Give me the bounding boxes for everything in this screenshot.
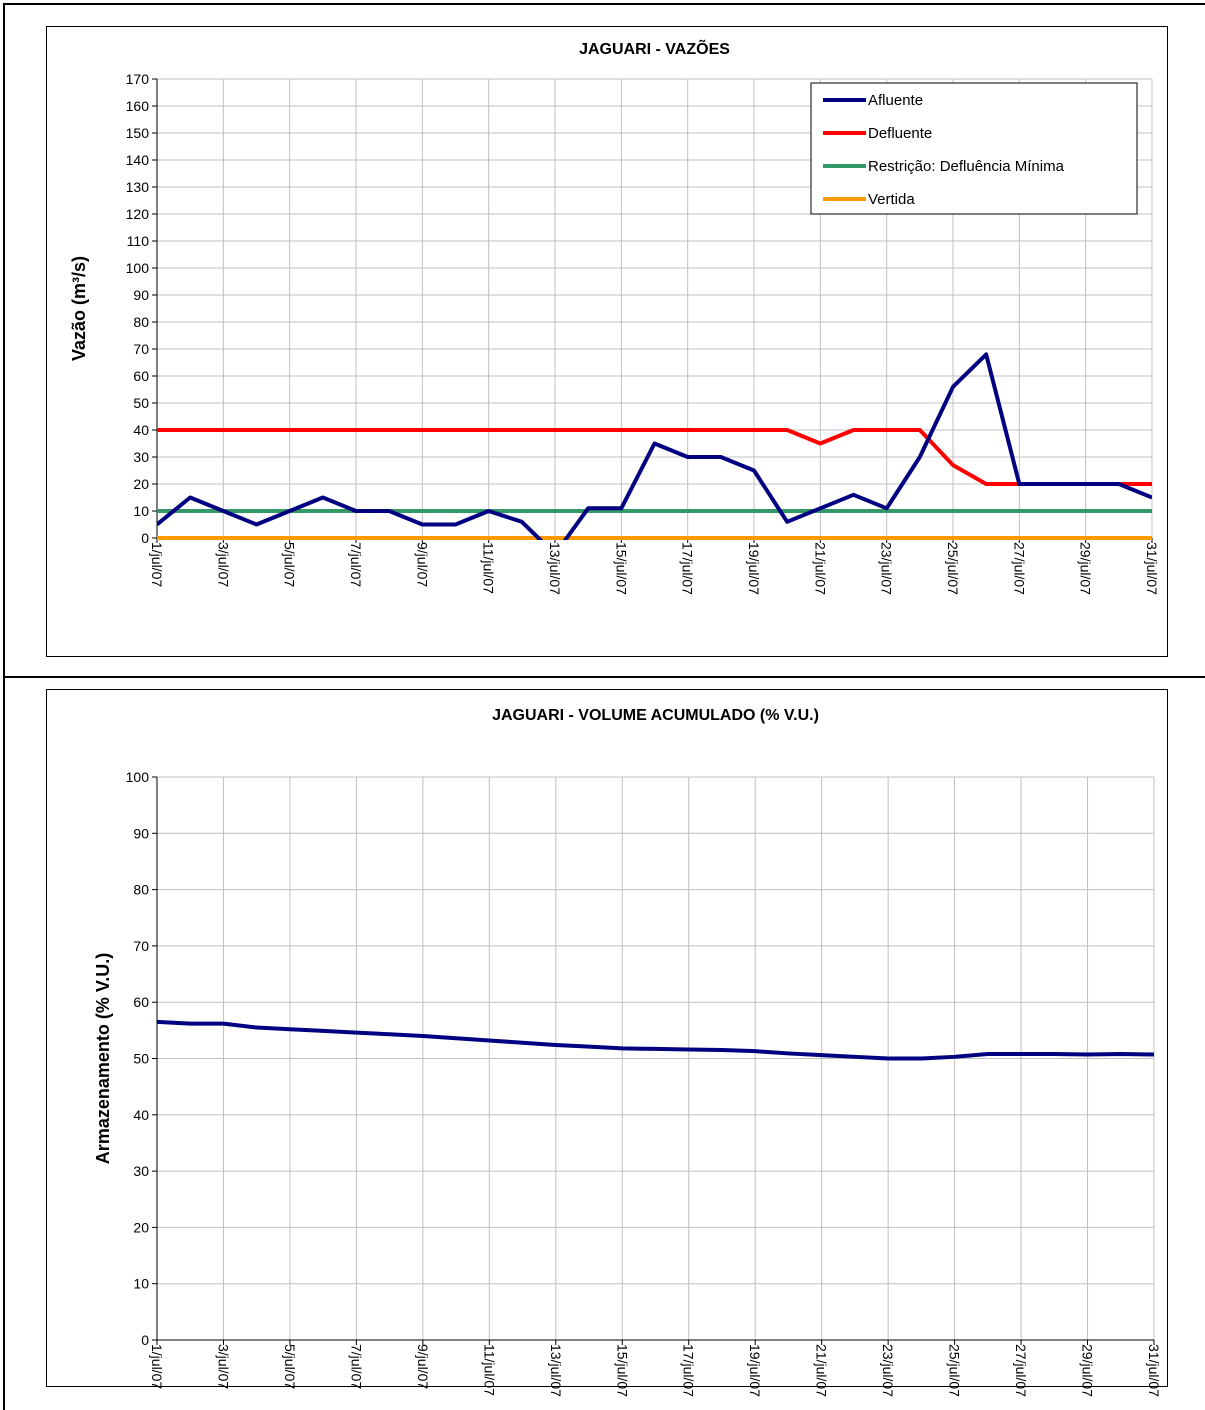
storage-chart-title: JAGUARI - VOLUME ACUMULADO (% V.U.) (492, 707, 819, 724)
flow-y-tick-label: 90 (133, 287, 149, 303)
flow-legend-label-restricao-defluencia-minima: Restrição: Defluência Mínima (868, 158, 1065, 175)
flow-x-tick-label: 17/jul/07 (680, 542, 696, 595)
flow-y-tick-label: 40 (133, 422, 149, 438)
storage-x-tick-label: 11/jul/07 (481, 1344, 497, 1396)
flow-y-tick-label: 80 (133, 314, 149, 330)
flow-y-tick-label: 20 (133, 476, 149, 492)
flow-x-tick-label: 9/jul/07 (414, 542, 430, 587)
flow-x-tick-label: 25/jul/07 (945, 542, 961, 595)
flow-chart-title: JAGUARI - VAZÕES (579, 38, 730, 58)
flow-y-tick-label: 70 (133, 341, 149, 357)
storage-x-tick-label: 5/jul/07 (282, 1344, 298, 1389)
storage-x-tick-label: 13/jul/07 (548, 1344, 564, 1397)
storage-chart-svg: JAGUARI - VOLUME ACUMULADO (% V.U.) 0 10 20… (93, 707, 1162, 1397)
storage-y-tick-label: 10 (133, 1276, 149, 1292)
flow-y-tick-label: 120 (126, 206, 150, 222)
storage-x-tick-label: 3/jul/07 (215, 1344, 231, 1389)
storage-x-tick-label: 23/jul/07 (880, 1344, 896, 1397)
flow-chart-panel: JAGUARI - VAZÕES 0 10 20 30 40 50 60 70 80 90 100 11… (46, 26, 1168, 657)
storage-x-tick-label: 19/jul/07 (747, 1344, 763, 1397)
flow-x-tick-label: 7/jul/07 (348, 542, 364, 587)
flow-x-tick-label: 1/jul/07 (149, 542, 165, 587)
storage-y-tick-label: 0 (141, 1332, 149, 1348)
flow-y-tick-label: 110 (127, 233, 150, 249)
flow-y-tick-label: 50 (133, 395, 149, 411)
storage-x-tick-label: 15/jul/07 (614, 1344, 630, 1397)
storage-x-tick-label: 29/jul/07 (1080, 1344, 1096, 1397)
storage-x-tick-label: 31/jul/07 (1146, 1344, 1162, 1397)
flow-y-tick-label: 0 (141, 530, 149, 546)
flow-x-tick-label: 19/jul/07 (746, 542, 762, 595)
flow-x-tick-label: 11/jul/07 (481, 542, 497, 594)
storage-chart-panel: JAGUARI - VOLUME ACUMULADO (% V.U.) 0 10 20… (46, 689, 1168, 1397)
flow-y-tick-label: 130 (126, 179, 150, 195)
flow-x-tick-label: 29/jul/07 (1078, 542, 1094, 595)
flow-x-tick-label: 21/jul/07 (812, 542, 828, 595)
flow-x-tick-label: 23/jul/07 (879, 542, 895, 595)
storage-x-tick-label: 9/jul/07 (415, 1344, 431, 1389)
storage-y-tick-label: 70 (133, 938, 149, 954)
storage-x-tick-label: 7/jul/07 (348, 1344, 364, 1389)
flow-legend-box (810, 82, 1138, 215)
storage-series-series-line (157, 1019, 1154, 1061)
storage-y-tick-label: 30 (133, 1163, 149, 1179)
flow-x-tick-label: 31/jul/07 (1144, 542, 1160, 595)
storage-y-tick-label: 90 (133, 825, 149, 841)
storage-y-tick-label: 60 (133, 994, 149, 1010)
storage-x-tick-label: 21/jul/07 (814, 1344, 830, 1397)
flow-y-tick-label: 10 (133, 503, 149, 519)
flow-x-tick-label: 3/jul/07 (215, 542, 231, 587)
flow-chart-svg: JAGUARI - VAZÕES 0 10 20 30 40 50 60 70 80 90 100 11… (69, 38, 1160, 595)
flow-y-tick-label: 30 (133, 449, 149, 465)
flow-legend-label-vertida: Vertida (868, 191, 915, 208)
flow-y-tick-label: 170 (126, 71, 150, 87)
flow-series-afluente-line (157, 352, 1152, 540)
flow-y-tick-label: 140 (126, 152, 150, 168)
storage-x-tick-label: 1/jul/07 (149, 1344, 165, 1389)
flow-x-tick-label: 27/jul/07 (1011, 542, 1027, 595)
flow-x-tick-label: 15/jul/07 (613, 542, 629, 595)
flow-y-tick-label: 160 (126, 98, 150, 114)
flow-y-tick-label: 60 (133, 368, 149, 384)
flow-series-defluente-line (157, 428, 1152, 486)
flow-legend-label-defluente: Defluente (868, 125, 932, 142)
storage-x-tick-label: 27/jul/07 (1013, 1344, 1029, 1397)
bottom-chart-frame (3, 676, 1205, 1410)
storage-x-tick-label: 17/jul/07 (681, 1344, 697, 1397)
flow-x-tick-label: 5/jul/07 (282, 542, 298, 587)
storage-y-axis-label: Armazenamento (% V.U.) (93, 953, 113, 1164)
flow-x-tick-label: 13/jul/07 (547, 542, 563, 595)
flow-y-axis-label: Vazão (m³/s) (69, 256, 89, 361)
storage-y-tick-label: 80 (133, 882, 149, 898)
storage-x-tick-label: 25/jul/07 (947, 1344, 963, 1397)
storage-y-tick-label: 40 (133, 1107, 149, 1123)
flow-y-tick-label: 100 (126, 260, 150, 276)
storage-y-tick-label: 50 (133, 1051, 149, 1067)
storage-y-tick-label: 20 (133, 1219, 149, 1235)
storage-y-tick-label: 100 (126, 769, 150, 785)
flow-y-tick-label: 150 (126, 125, 150, 141)
flow-legend-label-afluente: Afluente (868, 92, 923, 109)
